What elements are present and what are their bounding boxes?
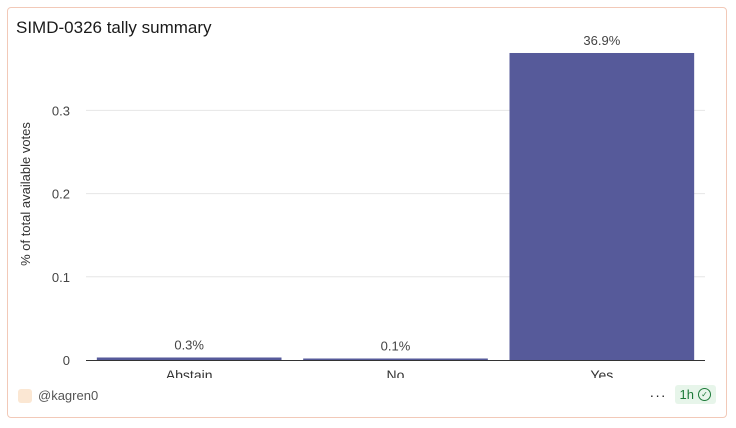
check-circle-icon: ✓ <box>698 388 711 401</box>
bar <box>96 357 282 360</box>
avatar-icon <box>18 388 32 403</box>
data-label: 0.3% <box>174 338 204 353</box>
author-name: @kagren0 <box>38 388 99 403</box>
footer-actions: ··· 1h ✓ <box>650 385 716 404</box>
bar <box>303 358 488 360</box>
data-label: 0.1% <box>381 339 411 354</box>
x-tick-label: No <box>387 367 405 378</box>
data-label: 36.9% <box>583 33 620 48</box>
author-info[interactable]: @kagren0 <box>18 388 98 403</box>
bar <box>509 52 695 360</box>
x-tick-label: Yes <box>590 367 613 378</box>
chart-card: SIMD-0326 tally summary 0 0.1 0.2 0.3 % of t… <box>7 7 727 418</box>
y-axis-label: % of total available votes <box>18 122 33 266</box>
time-badge[interactable]: 1h ✓ <box>674 385 716 404</box>
more-icon[interactable]: ··· <box>649 386 667 403</box>
y-tick-label: 0.2 <box>52 187 70 202</box>
bar-chart: 0 0.1 0.2 0.3 % of total available votes 0.3%… <box>18 33 705 378</box>
y-tick-label: 0.3 <box>52 103 70 118</box>
x-tick-label: Abstain <box>166 367 213 378</box>
y-tick-label: 0.1 <box>52 270 70 285</box>
chart-title: SIMD-0326 tally summary <box>16 18 212 37</box>
y-tick-label: 0 <box>63 353 70 368</box>
time-badge-label: 1h <box>679 387 694 402</box>
